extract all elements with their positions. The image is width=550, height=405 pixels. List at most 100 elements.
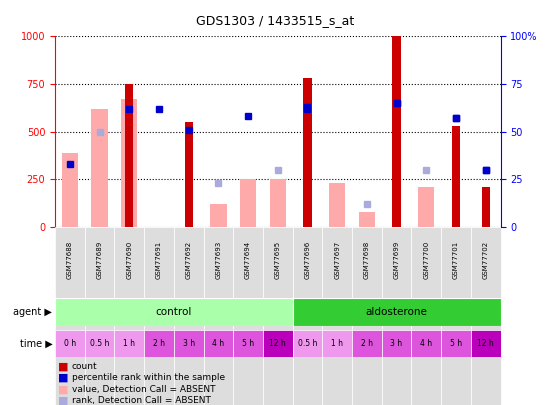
FancyBboxPatch shape	[441, 227, 471, 405]
Text: 3 h: 3 h	[183, 339, 195, 348]
Text: GSM77690: GSM77690	[126, 241, 132, 279]
Text: 5 h: 5 h	[242, 339, 254, 348]
Bar	[482, 187, 490, 227]
Bar	[55, 330, 85, 357]
Bar	[411, 330, 441, 357]
Bar	[352, 330, 382, 357]
Text: 12 h: 12 h	[477, 339, 494, 348]
Text: GSM77699: GSM77699	[394, 241, 399, 279]
Bar	[263, 227, 293, 294]
Bar	[411, 227, 441, 294]
Bar	[382, 330, 411, 357]
Text: value, Detection Call = ABSENT: value, Detection Call = ABSENT	[72, 385, 215, 394]
FancyBboxPatch shape	[204, 227, 233, 405]
Text: 0.5 h: 0.5 h	[298, 339, 317, 348]
Bar	[55, 227, 85, 294]
Text: GSM77691: GSM77691	[156, 241, 162, 279]
Bar	[55, 298, 293, 326]
Bar	[114, 330, 144, 357]
Bar	[329, 183, 345, 227]
Bar	[144, 227, 174, 294]
Bar	[210, 204, 227, 227]
Bar	[174, 227, 204, 294]
Bar	[144, 330, 174, 357]
Bar	[125, 84, 133, 227]
Text: GSM77693: GSM77693	[216, 241, 221, 279]
Bar	[204, 227, 233, 294]
Bar	[293, 330, 322, 357]
Bar	[270, 179, 286, 227]
Bar	[471, 330, 501, 357]
Text: 4 h: 4 h	[420, 339, 432, 348]
FancyBboxPatch shape	[85, 227, 114, 405]
Text: 1 h: 1 h	[331, 339, 343, 348]
Bar	[441, 227, 471, 294]
Text: 2 h: 2 h	[153, 339, 165, 348]
Text: GSM77695: GSM77695	[275, 241, 280, 279]
Text: 4 h: 4 h	[212, 339, 224, 348]
Bar	[322, 227, 352, 294]
Text: GSM77689: GSM77689	[97, 241, 102, 279]
Bar	[352, 227, 382, 294]
Bar	[382, 227, 411, 294]
Text: ■: ■	[58, 373, 68, 383]
Text: GSM77702: GSM77702	[483, 241, 488, 279]
Text: 12 h: 12 h	[270, 339, 286, 348]
Text: GSM77697: GSM77697	[334, 241, 340, 279]
Bar	[471, 227, 501, 294]
FancyBboxPatch shape	[55, 227, 85, 405]
FancyBboxPatch shape	[471, 227, 501, 405]
Text: aldosterone: aldosterone	[366, 307, 427, 317]
Text: rank, Detection Call = ABSENT: rank, Detection Call = ABSENT	[72, 396, 210, 405]
Bar	[85, 330, 114, 357]
Bar	[185, 122, 192, 227]
Text: GSM77694: GSM77694	[245, 241, 251, 279]
FancyBboxPatch shape	[352, 227, 382, 405]
Bar	[393, 36, 400, 227]
Bar	[62, 153, 78, 227]
Text: time ▶: time ▶	[19, 339, 52, 348]
Bar	[174, 330, 204, 357]
Bar	[452, 126, 460, 227]
Bar	[240, 179, 256, 227]
Bar	[114, 227, 144, 294]
FancyBboxPatch shape	[322, 227, 352, 405]
Bar	[204, 330, 233, 357]
Text: GSM77688: GSM77688	[67, 241, 73, 279]
FancyBboxPatch shape	[114, 227, 144, 405]
Text: GDS1303 / 1433515_s_at: GDS1303 / 1433515_s_at	[196, 14, 354, 27]
Bar	[233, 330, 263, 357]
FancyBboxPatch shape	[263, 227, 293, 405]
Text: 2 h: 2 h	[361, 339, 373, 348]
Text: GSM77701: GSM77701	[453, 241, 459, 279]
Text: 3 h: 3 h	[390, 339, 403, 348]
Text: 1 h: 1 h	[123, 339, 135, 348]
Bar	[359, 211, 375, 227]
Text: ■: ■	[58, 384, 68, 394]
Text: control: control	[156, 307, 192, 317]
Text: GSM77700: GSM77700	[424, 241, 429, 279]
Bar	[304, 78, 311, 227]
Text: GSM77692: GSM77692	[186, 241, 191, 279]
Bar	[293, 227, 322, 294]
FancyBboxPatch shape	[382, 227, 411, 405]
Text: ■: ■	[58, 362, 68, 371]
FancyBboxPatch shape	[411, 227, 441, 405]
Bar	[418, 187, 434, 227]
Text: ■: ■	[58, 396, 68, 405]
Bar	[233, 227, 263, 294]
Bar	[441, 330, 471, 357]
Bar	[121, 99, 138, 227]
FancyBboxPatch shape	[144, 227, 174, 405]
Text: percentile rank within the sample: percentile rank within the sample	[72, 373, 224, 382]
Bar	[91, 109, 108, 227]
Bar	[85, 227, 114, 294]
Bar	[293, 298, 500, 326]
Text: GSM77696: GSM77696	[305, 241, 310, 279]
Bar	[263, 330, 293, 357]
FancyBboxPatch shape	[293, 227, 322, 405]
Text: agent ▶: agent ▶	[13, 307, 52, 317]
Text: count: count	[72, 362, 97, 371]
Bar	[322, 330, 352, 357]
Text: 0.5 h: 0.5 h	[90, 339, 109, 348]
